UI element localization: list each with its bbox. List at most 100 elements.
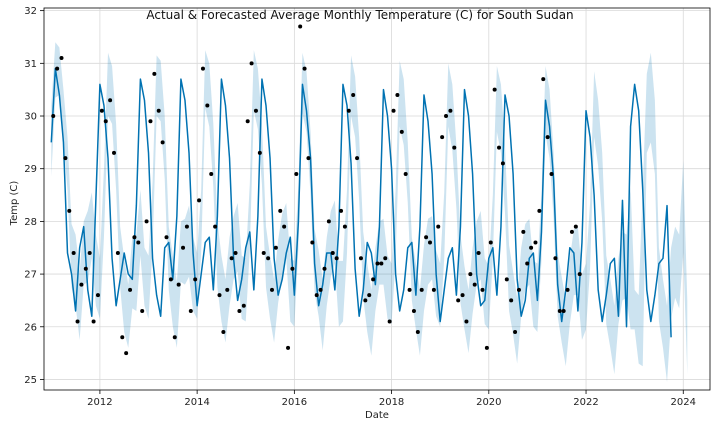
actual-data-point xyxy=(200,66,205,71)
actual-data-point xyxy=(557,308,562,313)
y-axis-label: Temp (C) xyxy=(9,181,20,227)
actual-data-point xyxy=(176,282,181,287)
actual-data-point xyxy=(339,208,344,213)
actual-data-point xyxy=(87,251,92,256)
actual-data-point xyxy=(577,272,582,277)
actual-data-point xyxy=(63,156,68,161)
actual-data-point xyxy=(387,319,392,324)
actual-data-point xyxy=(237,308,242,313)
actual-data-point xyxy=(144,219,149,224)
actual-data-point xyxy=(541,77,546,82)
x-tick-label: 2012 xyxy=(87,397,112,408)
actual-data-point xyxy=(533,240,538,245)
actual-data-point xyxy=(367,293,372,298)
actual-data-point xyxy=(480,287,485,292)
actual-data-point xyxy=(375,261,380,266)
actual-data-point xyxy=(51,114,56,119)
actual-data-point xyxy=(213,224,218,229)
actual-data-point xyxy=(233,251,238,256)
actual-data-point xyxy=(504,277,509,282)
actual-data-point xyxy=(444,114,449,119)
forecast-line xyxy=(50,67,672,338)
actual-data-point xyxy=(108,98,113,103)
actual-data-point xyxy=(448,108,453,113)
actual-data-point xyxy=(278,208,283,213)
actual-data-point xyxy=(253,108,258,113)
actual-data-point xyxy=(103,119,108,124)
y-tick-label: 30 xyxy=(24,112,37,123)
actual-data-point xyxy=(209,171,214,176)
actual-data-point xyxy=(286,345,291,350)
actual-data-point xyxy=(561,308,566,313)
actual-data-point xyxy=(132,235,137,240)
actual-data-point xyxy=(164,235,169,240)
actual-data-point xyxy=(124,351,129,356)
actual-data-point xyxy=(75,319,80,324)
actual-data-point xyxy=(569,229,574,234)
actual-data-point xyxy=(383,256,388,261)
actual-data-point xyxy=(273,245,278,250)
actual-data-point xyxy=(91,319,96,324)
uncertainty-band xyxy=(51,42,688,383)
actual-data-point xyxy=(59,56,64,61)
actual-data-point xyxy=(351,92,356,97)
grid-lines xyxy=(44,8,710,390)
actual-data-point xyxy=(95,293,100,298)
actual-data-point xyxy=(516,287,521,292)
actual-data-point xyxy=(509,298,514,303)
actual-data-point xyxy=(427,240,432,245)
actual-data-point xyxy=(529,245,534,250)
actual-data-point xyxy=(261,251,266,256)
actual-data-point xyxy=(314,293,319,298)
actual-data-point xyxy=(549,171,554,176)
actual-data-point xyxy=(464,319,469,324)
actual-data-point xyxy=(115,251,120,256)
actual-data-point xyxy=(399,129,404,134)
actual-data-point xyxy=(229,256,234,261)
y-tick-label: 25 xyxy=(24,375,37,386)
actual-data-point xyxy=(545,135,550,140)
actual-data-point xyxy=(431,287,436,292)
actual-data-point xyxy=(294,171,299,176)
actual-data-point xyxy=(363,298,368,303)
actual-data-point xyxy=(537,208,542,213)
actual-data-point xyxy=(181,245,186,250)
actual-data-point xyxy=(330,251,335,256)
y-axis-ticks: 25 26 27 28 29 30 31 32 xyxy=(24,6,44,386)
forecast-line-layer xyxy=(50,67,672,338)
actual-data-point xyxy=(225,287,230,292)
actual-data-point xyxy=(460,293,465,298)
actual-data-point xyxy=(403,171,408,176)
actual-data-point xyxy=(371,277,376,282)
actual-data-point xyxy=(440,135,445,140)
actual-data-point xyxy=(310,240,315,245)
actual-data-point xyxy=(168,277,173,282)
actual-data-point xyxy=(152,71,157,76)
actual-data-point xyxy=(318,287,323,292)
actual-data-point xyxy=(83,266,88,271)
actual-data-point xyxy=(205,103,210,108)
actual-data-point xyxy=(67,208,72,213)
x-tick-label: 2018 xyxy=(379,397,404,408)
x-tick-label: 2020 xyxy=(476,397,501,408)
actual-data-point xyxy=(355,156,360,161)
actual-data-point xyxy=(156,108,161,113)
actual-data-point xyxy=(112,150,116,155)
y-tick-label: 26 xyxy=(24,322,37,333)
actual-data-point xyxy=(257,150,262,155)
actual-data-point xyxy=(411,308,416,313)
y-tick-label: 32 xyxy=(24,6,37,17)
actual-data-point xyxy=(573,224,578,229)
plot-frame xyxy=(43,7,711,391)
actual-data-point xyxy=(148,119,153,124)
uncertainty-band-layer xyxy=(51,42,688,383)
actual-data-point xyxy=(407,287,412,292)
actual-data-point xyxy=(415,330,420,335)
actual-data-point xyxy=(71,251,76,256)
x-axis-label: Date xyxy=(365,410,389,421)
actual-data-point xyxy=(120,335,125,340)
actual-data-point xyxy=(484,345,489,350)
actual-data-point xyxy=(513,330,518,335)
actual-data-point xyxy=(500,161,505,166)
